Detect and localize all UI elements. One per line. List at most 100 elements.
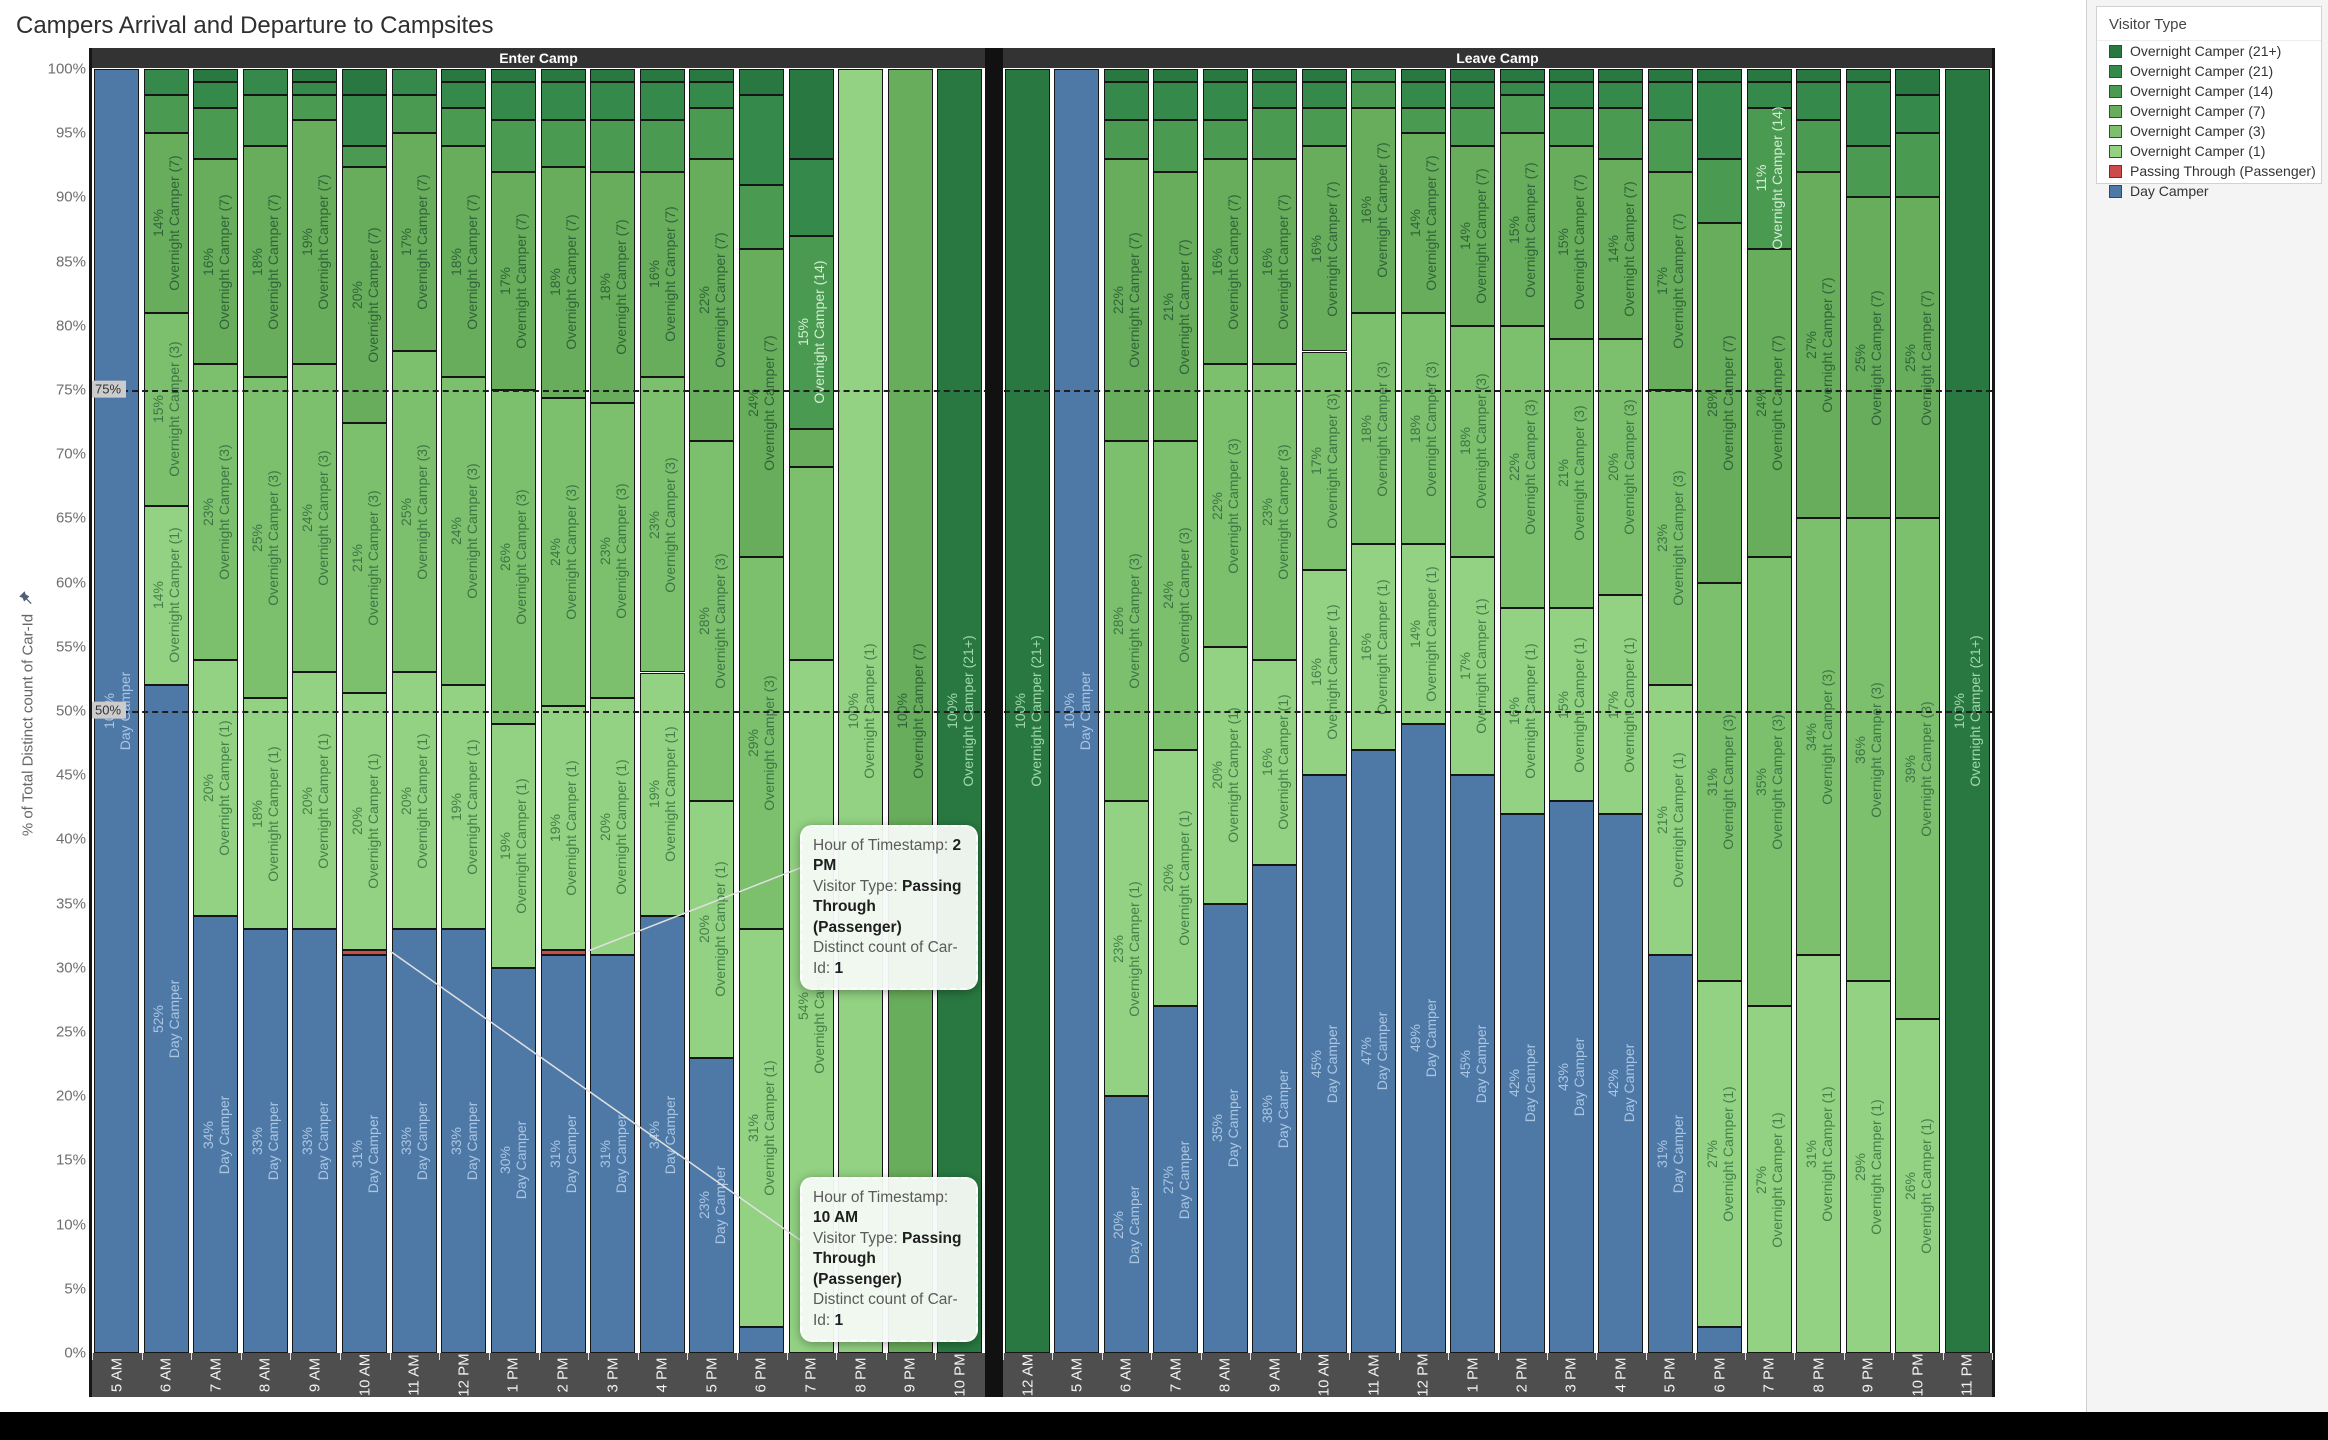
bar-segment[interactable]: [490, 723, 536, 968]
bar-segment[interactable]: [242, 377, 288, 699]
bar-segment[interactable]: [1153, 69, 1199, 82]
bar-segment[interactable]: [689, 158, 735, 442]
bar-segment[interactable]: [342, 954, 388, 1353]
bar-segment[interactable]: [1301, 146, 1347, 352]
bar-segment[interactable]: [342, 423, 388, 694]
bar-segment[interactable]: [1301, 775, 1347, 1353]
bar-segment[interactable]: [639, 81, 685, 121]
bar-segment[interactable]: [1845, 81, 1891, 147]
bar-segment[interactable]: [1697, 1327, 1743, 1353]
bar-segment[interactable]: [1400, 312, 1446, 545]
bar-segment[interactable]: [1301, 107, 1347, 147]
bar-segment[interactable]: [1450, 107, 1496, 147]
bar-segment[interactable]: [1796, 518, 1842, 955]
bar-segment[interactable]: [590, 402, 636, 699]
bar-segment[interactable]: [391, 94, 437, 134]
bar-segment[interactable]: [1351, 69, 1397, 82]
bar-segment[interactable]: [342, 166, 388, 424]
bar-segment[interactable]: [292, 69, 338, 82]
bar-segment[interactable]: [1548, 69, 1594, 82]
bar-segment[interactable]: [391, 133, 437, 352]
bar-segment[interactable]: [441, 146, 487, 378]
bar-segment[interactable]: [1895, 94, 1941, 134]
bar-segment[interactable]: [1647, 171, 1693, 390]
bar-segment[interactable]: [738, 556, 784, 930]
bar-segment[interactable]: [490, 120, 536, 172]
bar-segment[interactable]: [1252, 107, 1298, 159]
bar-segment[interactable]: [143, 133, 189, 313]
bar-segment[interactable]: [1202, 364, 1248, 647]
bar-segment[interactable]: [1103, 81, 1149, 121]
bar-segment[interactable]: [590, 171, 636, 403]
bar-segment[interactable]: [1103, 158, 1149, 442]
bar-segment[interactable]: [1746, 556, 1792, 1007]
legend-item[interactable]: Overnight Camper (7): [2097, 101, 2321, 121]
bar-segment[interactable]: [590, 698, 636, 955]
bar-segment[interactable]: [1400, 723, 1446, 1353]
bar-segment[interactable]: [788, 158, 834, 236]
bar-segment[interactable]: [1647, 954, 1693, 1353]
bar-segment[interactable]: [937, 69, 983, 1353]
bar-segment[interactable]: [1103, 69, 1149, 82]
bar-segment[interactable]: [738, 248, 784, 557]
bar-segment[interactable]: [1548, 800, 1594, 1353]
bar-segment[interactable]: [1450, 81, 1496, 108]
bar-segment[interactable]: [1845, 518, 1891, 981]
bar-segment[interactable]: [1153, 749, 1199, 1007]
bar-segment[interactable]: [1103, 441, 1149, 801]
bar-segment[interactable]: [242, 929, 288, 1353]
bar-segment[interactable]: [838, 69, 884, 1353]
bar-segment[interactable]: [490, 69, 536, 82]
bar-segment[interactable]: [1598, 107, 1644, 159]
bar-segment[interactable]: [193, 69, 239, 82]
bar-segment[interactable]: [540, 705, 586, 950]
bar-segment[interactable]: [1153, 81, 1199, 121]
bar-segment[interactable]: [590, 81, 636, 121]
bar-segment[interactable]: [738, 94, 784, 185]
bar-segment[interactable]: [1499, 813, 1545, 1353]
bar-segment[interactable]: [540, 166, 586, 398]
bar-segment[interactable]: [1697, 582, 1743, 981]
bar-segment[interactable]: [689, 69, 735, 82]
bar-segment[interactable]: [639, 120, 685, 172]
bar-segment[interactable]: [1499, 69, 1545, 82]
bar-segment[interactable]: [490, 390, 536, 724]
bar-segment[interactable]: [788, 467, 834, 660]
bar-segment[interactable]: [1499, 325, 1545, 609]
bar-segment[interactable]: [639, 672, 685, 917]
legend-item[interactable]: Overnight Camper (1): [2097, 141, 2321, 161]
bar-segment[interactable]: [1252, 81, 1298, 108]
bar-segment[interactable]: [391, 69, 437, 95]
bar-segment[interactable]: [1252, 865, 1298, 1353]
bar-segment[interactable]: [1252, 69, 1298, 82]
bar-segment[interactable]: [738, 184, 784, 249]
bar-segment[interactable]: [1796, 69, 1842, 82]
bar-segment[interactable]: [1351, 749, 1397, 1353]
bar-segment[interactable]: [391, 672, 437, 930]
bar-segment[interactable]: [1796, 954, 1842, 1353]
bar-segment[interactable]: [1845, 146, 1891, 198]
bar-segment[interactable]: [1746, 81, 1792, 108]
bar-segment[interactable]: [1895, 1019, 1941, 1353]
bar-segment[interactable]: [1548, 81, 1594, 108]
bar-segment[interactable]: [1153, 1006, 1199, 1353]
bar-segment[interactable]: [1301, 81, 1347, 108]
bar-segment[interactable]: [1450, 775, 1496, 1353]
bar-segment[interactable]: [738, 69, 784, 95]
bar-segment[interactable]: [242, 94, 288, 147]
bar-segment[interactable]: [1400, 107, 1446, 134]
bar-segment[interactable]: [193, 158, 239, 365]
bar-segment[interactable]: [1598, 81, 1644, 108]
bar-segment[interactable]: [639, 377, 685, 673]
bar-segment[interactable]: [1796, 120, 1842, 172]
bar-segment[interactable]: [1153, 441, 1199, 750]
bar-segment[interactable]: [193, 916, 239, 1353]
bar-segment[interactable]: [1202, 646, 1248, 904]
bar-segment[interactable]: [1103, 1096, 1149, 1353]
bar-segment[interactable]: [540, 81, 586, 121]
bar-segment[interactable]: [1598, 69, 1644, 82]
bar-segment[interactable]: [540, 120, 586, 167]
bar-segment[interactable]: [1895, 197, 1941, 519]
bar-segment[interactable]: [689, 1057, 735, 1353]
bar-segment[interactable]: [1005, 69, 1050, 1353]
